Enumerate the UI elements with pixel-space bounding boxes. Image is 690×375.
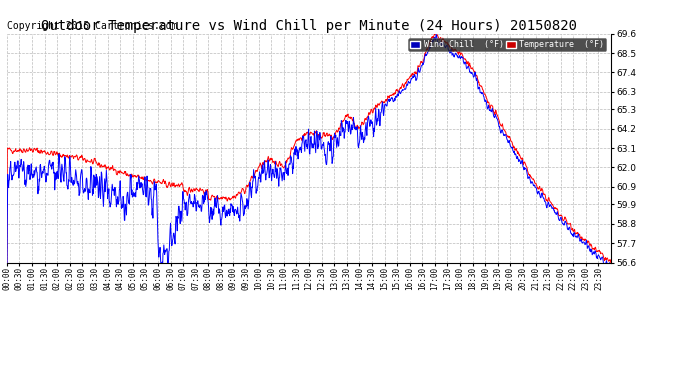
Legend: Wind Chill  (°F), Temperature  (°F): Wind Chill (°F), Temperature (°F) bbox=[408, 38, 607, 51]
Text: Copyright 2015 Cartronics.com: Copyright 2015 Cartronics.com bbox=[7, 21, 177, 32]
Title: Outdoor Temperature vs Wind Chill per Minute (24 Hours) 20150820: Outdoor Temperature vs Wind Chill per Mi… bbox=[41, 19, 577, 33]
